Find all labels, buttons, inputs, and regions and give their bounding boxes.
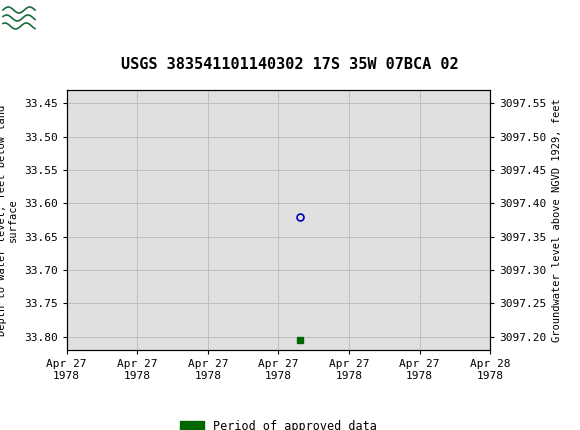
Text: USGS: USGS: [40, 10, 95, 28]
Legend: Period of approved data: Period of approved data: [175, 415, 382, 430]
Bar: [2, 2, 74, 36]
Y-axis label: Depth to water level, feet below land
surface: Depth to water level, feet below land su…: [0, 104, 19, 336]
Y-axis label: Groundwater level above NGVD 1929, feet: Groundwater level above NGVD 1929, feet: [552, 98, 562, 342]
Text: USGS 383541101140302 17S 35W 07BCA 02: USGS 383541101140302 17S 35W 07BCA 02: [121, 57, 459, 72]
